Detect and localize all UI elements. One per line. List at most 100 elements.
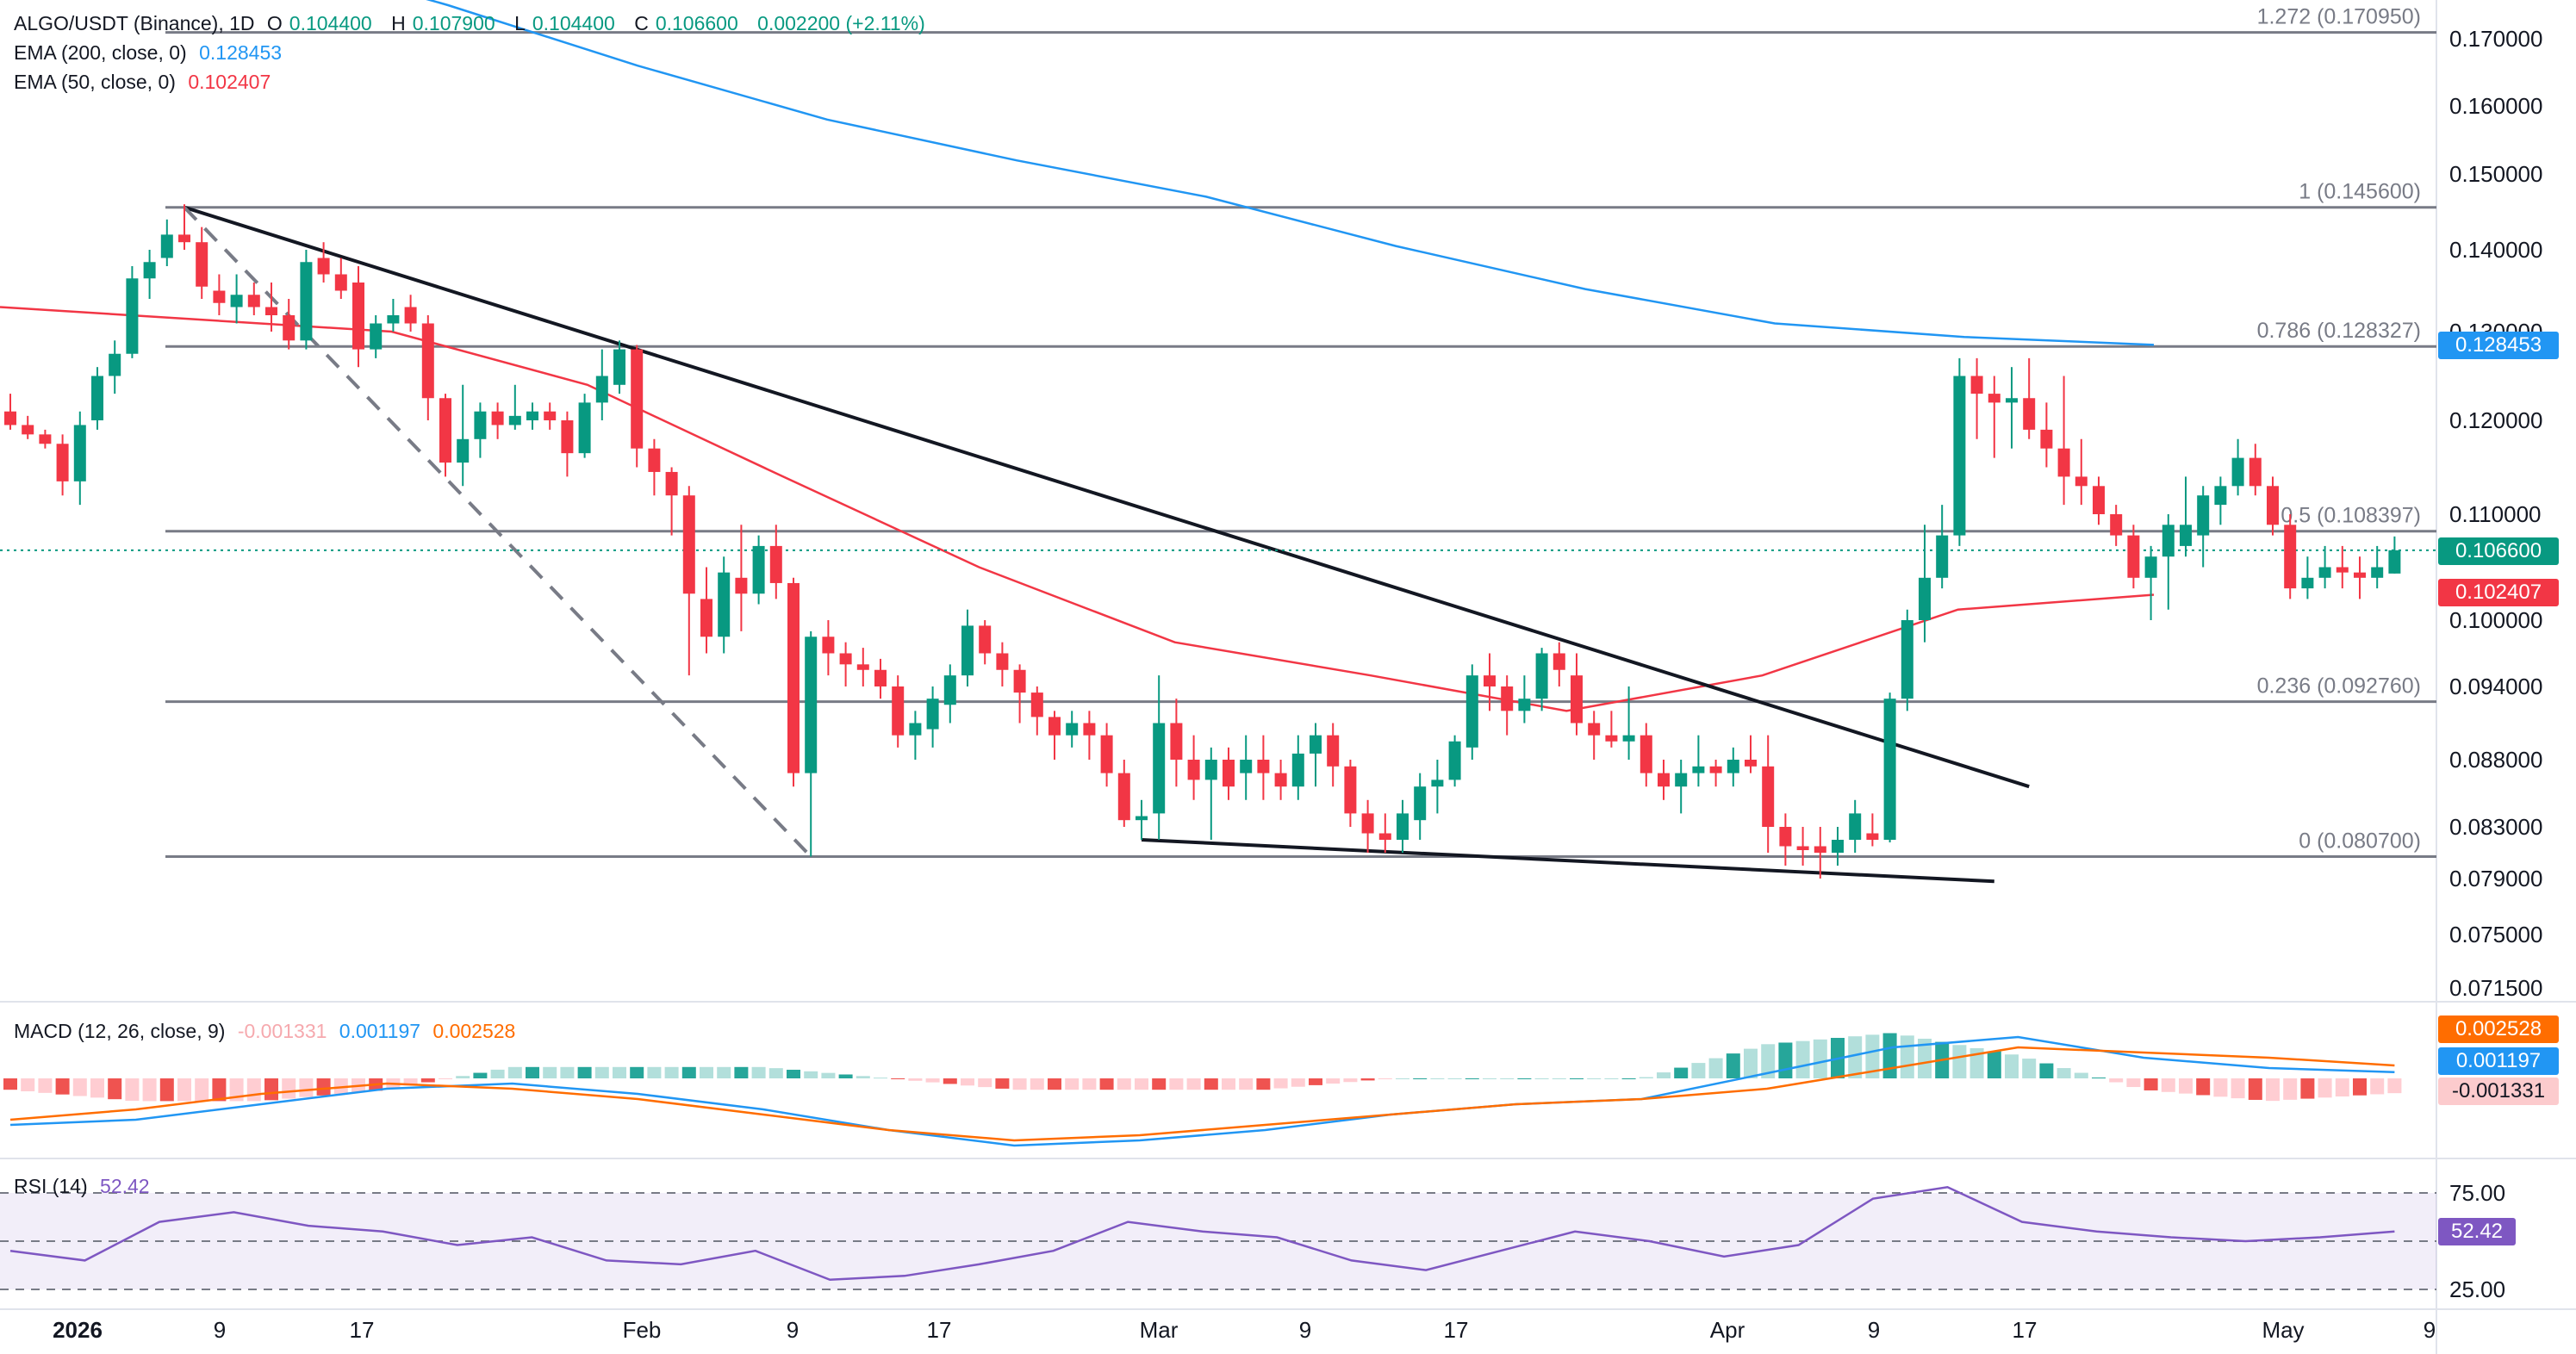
macd-histogram-bar bbox=[787, 1069, 800, 1078]
candle-body bbox=[1988, 394, 2000, 403]
macd-histogram-bar bbox=[2126, 1078, 2141, 1088]
candle-body bbox=[508, 415, 521, 425]
candle-body bbox=[1327, 735, 1340, 767]
y-tick-label: 0.160000 bbox=[2449, 93, 2542, 119]
macd-label: MACD (12, 26, close, 9) bbox=[14, 1020, 226, 1042]
macd-line-badge: 0.001197 bbox=[2438, 1047, 2559, 1075]
candle-body bbox=[196, 242, 208, 287]
candle-body bbox=[856, 664, 869, 670]
ema200-line bbox=[426, 0, 2155, 346]
candle-body bbox=[961, 625, 974, 676]
candle-body bbox=[822, 637, 835, 654]
close-price-badge: 0.106600 bbox=[2438, 537, 2559, 565]
candle-body bbox=[631, 349, 644, 449]
high-prefix: H bbox=[391, 12, 406, 34]
macd-histogram-bar bbox=[403, 1078, 418, 1086]
candles bbox=[4, 204, 2401, 879]
candle-body bbox=[2093, 486, 2105, 514]
macd-histogram-bar bbox=[1012, 1078, 1027, 1090]
candle-body bbox=[1762, 766, 1775, 827]
macd-histogram-bar bbox=[1952, 1045, 1967, 1078]
candle-body bbox=[1083, 723, 1096, 736]
macd-histogram-bar bbox=[1343, 1078, 1358, 1083]
macd-histogram-bar bbox=[316, 1078, 331, 1096]
rsi-line bbox=[9, 1186, 2395, 1282]
open-value: 0.104400 bbox=[289, 12, 372, 34]
y-tick-label: 0.079000 bbox=[2449, 866, 2542, 891]
y-tick-label: 0.110000 bbox=[2449, 501, 2542, 527]
candle-body bbox=[1571, 675, 1583, 724]
candle-body bbox=[2301, 577, 2314, 589]
macd-histogram-bar bbox=[507, 1066, 522, 1078]
macd-signal-line bbox=[9, 1046, 2395, 1142]
macd-histogram-bar bbox=[1621, 1078, 1636, 1079]
macd-pane bbox=[3, 1033, 2402, 1147]
y-tick-label: 0.071500 bbox=[2449, 975, 2542, 1001]
candle-body bbox=[334, 274, 347, 291]
macd-histogram-bar bbox=[1099, 1078, 1114, 1090]
macd-histogram-bar bbox=[299, 1078, 314, 1097]
x-tick-label: Feb bbox=[623, 1317, 662, 1343]
candle-body bbox=[561, 420, 574, 454]
trendlines bbox=[0, 205, 2436, 884]
macd-histogram-bar bbox=[1744, 1048, 1758, 1078]
rsi-y-tick-label: 75.00 bbox=[2449, 1180, 2505, 1206]
candle-body bbox=[2318, 567, 2331, 578]
y-tick-label: 0.100000 bbox=[2449, 607, 2542, 633]
fib-level-label: 0.5 (0.108397) bbox=[2280, 504, 2421, 528]
y-tick-label: 0.075000 bbox=[2449, 922, 2542, 947]
macd-histogram-bar bbox=[1500, 1078, 1515, 1079]
candle-body bbox=[126, 278, 139, 354]
macd-histogram-bar bbox=[1465, 1078, 1479, 1079]
macd-histogram-bar bbox=[1517, 1078, 1532, 1079]
macd-histogram-bar bbox=[526, 1066, 539, 1078]
candle-body bbox=[300, 262, 313, 341]
macd-histogram-bar bbox=[108, 1078, 122, 1100]
macd-hist-value: -0.001331 bbox=[237, 1020, 327, 1042]
candle-body bbox=[1745, 760, 1757, 767]
x-tick-label: 17 bbox=[927, 1317, 952, 1343]
macd-histogram-bar bbox=[2179, 1078, 2193, 1094]
candle-body bbox=[839, 653, 852, 665]
candle-body bbox=[2040, 429, 2053, 449]
candle-body bbox=[1153, 723, 1166, 814]
candle-body bbox=[1709, 766, 1722, 773]
macd-histogram-bar bbox=[891, 1078, 905, 1079]
macd-histogram-bar bbox=[1848, 1036, 1863, 1078]
candle-body bbox=[2371, 567, 2384, 578]
candle-body bbox=[1291, 753, 1304, 787]
ema50-label: EMA (50, close, 0) bbox=[14, 71, 176, 93]
macd-signal-badge: 0.002528 bbox=[2438, 1016, 2559, 1043]
macd-histogram-bar bbox=[1048, 1078, 1061, 1090]
candle-body bbox=[213, 290, 226, 303]
candle-body bbox=[595, 376, 608, 403]
macd-hist-badge: -0.001331 bbox=[2438, 1078, 2559, 1105]
macd-histogram-bar bbox=[2161, 1078, 2175, 1092]
macd-histogram-bar bbox=[751, 1066, 766, 1078]
macd-histogram-bar bbox=[1152, 1078, 1167, 1090]
candle-body bbox=[2249, 457, 2262, 487]
candle-body bbox=[1970, 376, 1983, 394]
rsi-value: 52.42 bbox=[100, 1175, 150, 1197]
candle-body bbox=[1901, 620, 1913, 699]
macd-histogram-bar bbox=[1117, 1078, 1131, 1090]
candle-body bbox=[700, 599, 712, 637]
macd-histogram-bar bbox=[856, 1076, 870, 1078]
macd-histogram-bar bbox=[1900, 1035, 1914, 1078]
candle-body bbox=[943, 675, 956, 705]
macd-histogram-bar bbox=[1326, 1078, 1341, 1084]
macd-histogram-bar bbox=[647, 1066, 662, 1078]
candle-body bbox=[648, 448, 661, 472]
macd-signal-value: 0.002528 bbox=[432, 1020, 516, 1042]
candle-body bbox=[682, 495, 695, 594]
candle-body bbox=[1378, 833, 1391, 840]
macd-histogram-bar bbox=[1882, 1033, 1897, 1078]
candle-body bbox=[4, 411, 16, 425]
candle-body bbox=[1066, 723, 1079, 736]
x-tick-label: 2026 bbox=[53, 1317, 103, 1343]
candle-body bbox=[718, 572, 731, 637]
y-tick-label: 0.083000 bbox=[2449, 814, 2542, 840]
macd-histogram-bar bbox=[1570, 1078, 1584, 1079]
close-value: 0.106600 bbox=[655, 12, 738, 34]
